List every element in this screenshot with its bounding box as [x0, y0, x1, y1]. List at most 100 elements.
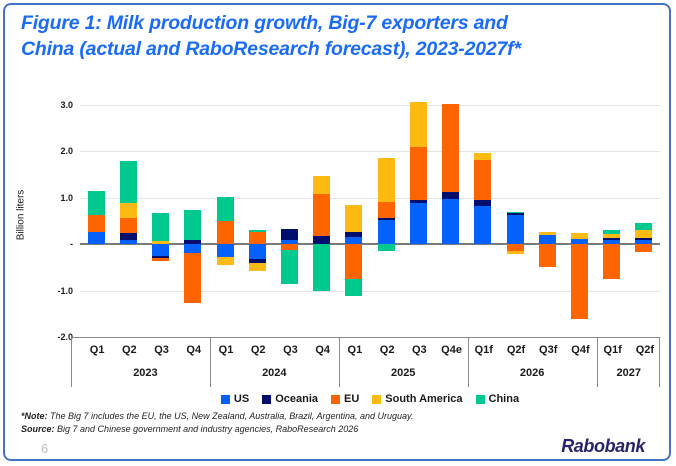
y-tick-label: -2.0: [57, 332, 73, 342]
bar-segment-china: [345, 279, 363, 296]
bar-segment-oceania: [313, 235, 331, 244]
legend-label: China: [488, 393, 520, 405]
gridline: [80, 290, 660, 292]
x-quarter-label: Q4e: [441, 344, 462, 356]
bar-segment-eu: [119, 218, 137, 233]
x-quarter-label: Q1f: [474, 344, 493, 356]
bar-segment-us: [474, 205, 492, 244]
bar-segment-south-america: [152, 241, 170, 244]
bar-segment-china: [280, 249, 298, 284]
bar-segment-south-america: [216, 257, 234, 266]
bar-segment-us: [184, 244, 202, 253]
x-axis: Q1 Q2 Q3 Q4 Q1 Q2 Q3 Q4 Q1 Q2 Q3 Q4e Q1f Q2f Q3f Q4f Q1f…: [71, 337, 660, 387]
bar-segment-us: [152, 244, 170, 256]
bar-segment-us: [442, 198, 460, 244]
bar-segment-eu: [409, 146, 427, 200]
y-tick-label: -: [70, 239, 73, 249]
bar-segment-us: [635, 239, 653, 244]
bar-segment-us: [506, 214, 524, 244]
bar-segment-oceania: [377, 217, 395, 220]
bar-segment-china: [248, 230, 266, 232]
x-quarter-label: Q2: [250, 344, 266, 356]
bar-segment-oceania: [635, 237, 653, 240]
bar-segment-us: [377, 219, 395, 244]
year-separator: [338, 338, 340, 387]
source-note: Source: Big 7 and Chinese government and…: [21, 424, 358, 434]
x-quarter-label: Q4: [186, 344, 202, 356]
bar-segment-south-america: [635, 230, 653, 238]
bar-segment-south-america: [377, 157, 395, 203]
bar-segment-us: [216, 244, 234, 258]
bar-segment-eu: [345, 244, 363, 280]
gridline: [80, 197, 660, 199]
source-label: Source:: [21, 424, 55, 434]
bar-segment-eu: [442, 103, 460, 193]
legend-swatch: [372, 394, 382, 404]
x-quarter-label: Q4: [315, 344, 330, 356]
legend-swatch: [475, 394, 485, 404]
legend-swatch: [262, 394, 272, 404]
x-quarter-label: Q2: [121, 344, 137, 356]
legend-item-us: US: [220, 393, 249, 405]
bar-segment-eu: [635, 244, 653, 253]
bar-segment-us: [87, 232, 105, 244]
x-quarter-label: Q3: [411, 344, 427, 356]
bar-segment-oceania: [152, 255, 170, 258]
x-quarter-label: Q2f: [506, 344, 526, 356]
bar-segment-eu: [248, 231, 266, 244]
legend-label: Oceania: [275, 393, 318, 405]
bar-segment-us: [119, 239, 137, 244]
bar-segment-eu: [216, 220, 234, 244]
y-tick-label: 3.0: [60, 99, 73, 110]
bar-segment-eu: [87, 214, 105, 233]
bar-segment-oceania: [603, 238, 621, 241]
page-number: 6: [41, 441, 49, 456]
bar-segment-us: [603, 240, 621, 244]
bar-segment-oceania: [506, 213, 524, 215]
zero-line: [80, 243, 660, 245]
bar-segment-oceania: [184, 240, 202, 244]
bar-segment-eu: [474, 160, 492, 201]
bar-segment-oceania: [409, 199, 427, 204]
bar-segment-oceania: [248, 258, 266, 264]
x-year-label: 2026: [519, 367, 545, 379]
legend-label: South America: [385, 393, 463, 405]
footnote-label: *Note:: [21, 411, 48, 421]
figure-title: Figure 1: Milk production growth, Big-7 …: [21, 10, 661, 62]
bar-segment-oceania: [474, 200, 492, 206]
x-quarter-label: Q2: [379, 344, 395, 356]
x-year-label: 2024: [262, 367, 287, 379]
y-axis-title: Billion liters: [15, 189, 27, 241]
source-text: Big 7 and Chinese government and industr…: [57, 424, 359, 434]
bar-segment-us: [345, 236, 363, 244]
bar-segment-oceania: [345, 232, 363, 237]
legend: US Oceania EU South America China: [80, 393, 660, 405]
bar-segment-oceania: [280, 228, 298, 240]
year-separator: [209, 338, 211, 387]
bar-segment-china: [377, 244, 395, 251]
figure-title-line1: Figure 1: Milk production growth, Big-7 …: [21, 12, 508, 34]
bar-segment-eu: [570, 244, 588, 320]
bar-segment-oceania: [119, 232, 137, 240]
legend-item-oceania: Oceania: [262, 393, 318, 405]
bar-segment-south-america: [119, 203, 137, 219]
y-axis-ticks: 3.0 2.0 1.0 - -1.0 -2.0: [31, 96, 73, 343]
legend-item-south-america: South America: [372, 393, 463, 405]
bar-segment-us: [409, 203, 427, 244]
bar-segment-us: [538, 235, 556, 244]
x-quarter-label: Q1: [89, 344, 105, 356]
y-tick-label: 2.0: [60, 146, 73, 156]
bar-segment-china: [87, 191, 105, 215]
x-year-label: 2023: [133, 367, 158, 379]
bar-segment-south-america: [474, 152, 492, 161]
bar-segment-eu: [184, 252, 202, 304]
legend-item-china: China: [475, 393, 520, 405]
bar-segment-south-america: [570, 232, 588, 240]
bar-segment-us: [280, 239, 298, 244]
bar-segment-south-america: [345, 205, 363, 233]
x-quarter-label: Q3: [283, 344, 298, 356]
gridline: [80, 151, 660, 152]
bar-segment-china: [635, 223, 653, 231]
bar-segment-china: [119, 161, 137, 204]
gridline: [80, 104, 660, 106]
